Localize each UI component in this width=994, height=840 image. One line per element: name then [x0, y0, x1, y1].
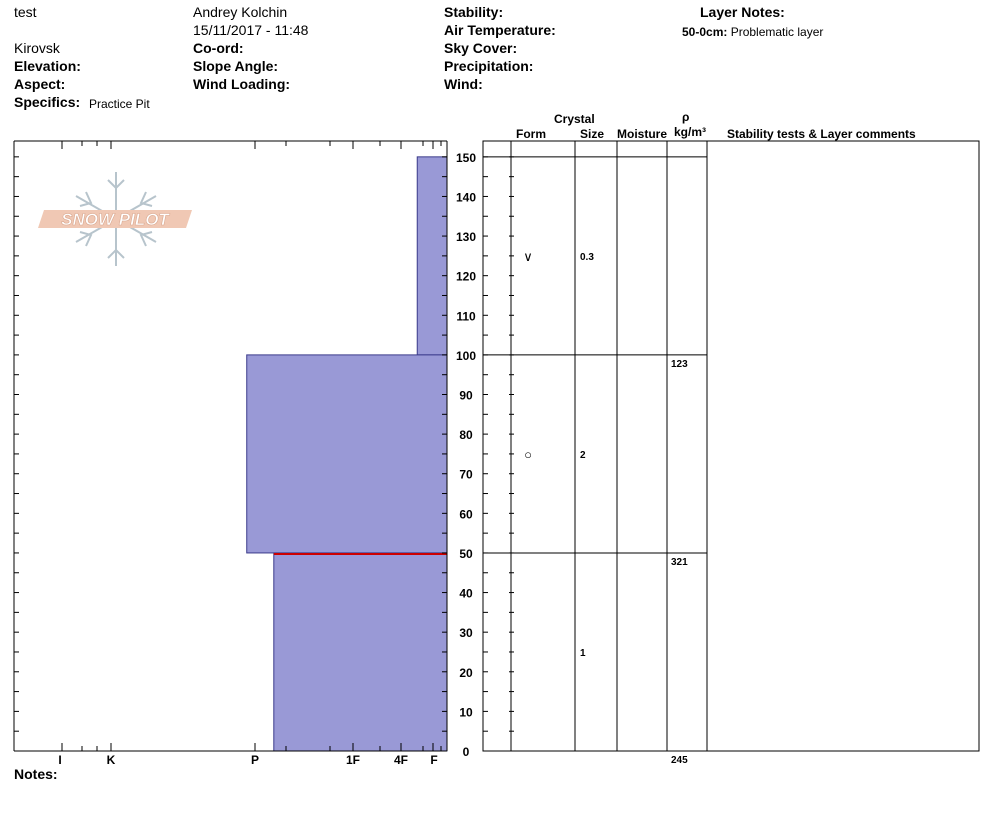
elevation-label: Elevation:: [14, 58, 81, 74]
crystal-size: 1: [580, 648, 586, 659]
crystal-form: ○: [524, 447, 532, 462]
depth-label: 10: [459, 705, 473, 719]
form-header: Form: [516, 127, 546, 141]
precipitation-label: Precipitation:: [444, 58, 534, 74]
depth-label: 140: [456, 190, 476, 204]
crystal-size: 0.3: [580, 252, 594, 263]
depth-label: 120: [456, 270, 476, 284]
depth-label: 40: [459, 587, 473, 601]
slope-angle-label: Slope Angle:: [193, 58, 279, 74]
hardness-label: F: [430, 753, 437, 767]
bottom-density: 245: [671, 755, 688, 766]
depth-label: 30: [459, 626, 473, 640]
coord-label: Co-ord:: [193, 40, 244, 56]
hardness-bar: [273, 552, 448, 752]
wind-label: Wind:: [444, 76, 483, 92]
crystal-form: ∨: [523, 249, 533, 264]
logo-text: SNOW PILOT: [61, 210, 170, 229]
depth-label: 20: [459, 666, 473, 680]
observation-datetime: 15/11/2017 - 11:48: [193, 22, 309, 38]
hardness-label: P: [251, 753, 259, 767]
depth-label: 50: [459, 547, 473, 561]
depth-label: 100: [456, 349, 476, 363]
depth-label: 150: [456, 151, 476, 165]
size-header: Size: [580, 127, 605, 141]
crystal-size: 2: [580, 450, 586, 461]
hardness-bar: [246, 354, 448, 554]
aspect-label: Aspect:: [14, 76, 66, 92]
depth-label: 70: [459, 468, 473, 482]
layer-note-range: 50-0cm:: [682, 25, 728, 39]
rho-header: ρ: [682, 110, 690, 124]
moisture-header: Moisture: [617, 127, 668, 141]
layer-density: 123: [671, 359, 688, 370]
hardness-label: I: [58, 753, 61, 767]
layer-density: 321: [671, 557, 688, 568]
layer-note: 50-0cm: Problematic layer: [682, 24, 823, 40]
depth-label: 0: [463, 745, 470, 759]
crystal-header: Crystal: [554, 112, 595, 126]
hardness-label: 1F: [346, 753, 360, 767]
snowpilot-logo: SNOW PILOT: [38, 172, 192, 266]
layer-note-text: Problematic layer: [730, 25, 824, 39]
specifics-label: Specifics:: [14, 94, 81, 110]
air-temperature-label: Air Temperature:: [444, 22, 556, 38]
observer-name: Andrey Kolchin: [193, 4, 288, 20]
depth-label: 80: [459, 428, 473, 442]
sky-cover-label: Sky Cover:: [444, 40, 518, 56]
layer-notes-label: Layer Notes:: [700, 4, 785, 20]
depth-label: 90: [459, 389, 473, 403]
depth-label: 130: [456, 230, 476, 244]
notes-label: Notes:: [14, 766, 58, 782]
depth-label: 110: [456, 309, 476, 323]
depth-label: 60: [459, 507, 473, 521]
layer-table-frame: [482, 140, 980, 752]
specifics-value: Practice Pit: [89, 97, 150, 111]
hardness-label: K: [107, 753, 116, 767]
region-name: Kirovsk: [14, 40, 60, 56]
density-unit-header: kg/m³: [674, 125, 707, 139]
stability-tests-header: Stability tests & Layer comments: [727, 127, 916, 141]
location-name: test: [14, 4, 37, 20]
stability-label: Stability:: [444, 4, 504, 20]
hardness-label: 4F: [394, 753, 408, 767]
wind-loading-label: Wind Loading:: [193, 76, 291, 92]
